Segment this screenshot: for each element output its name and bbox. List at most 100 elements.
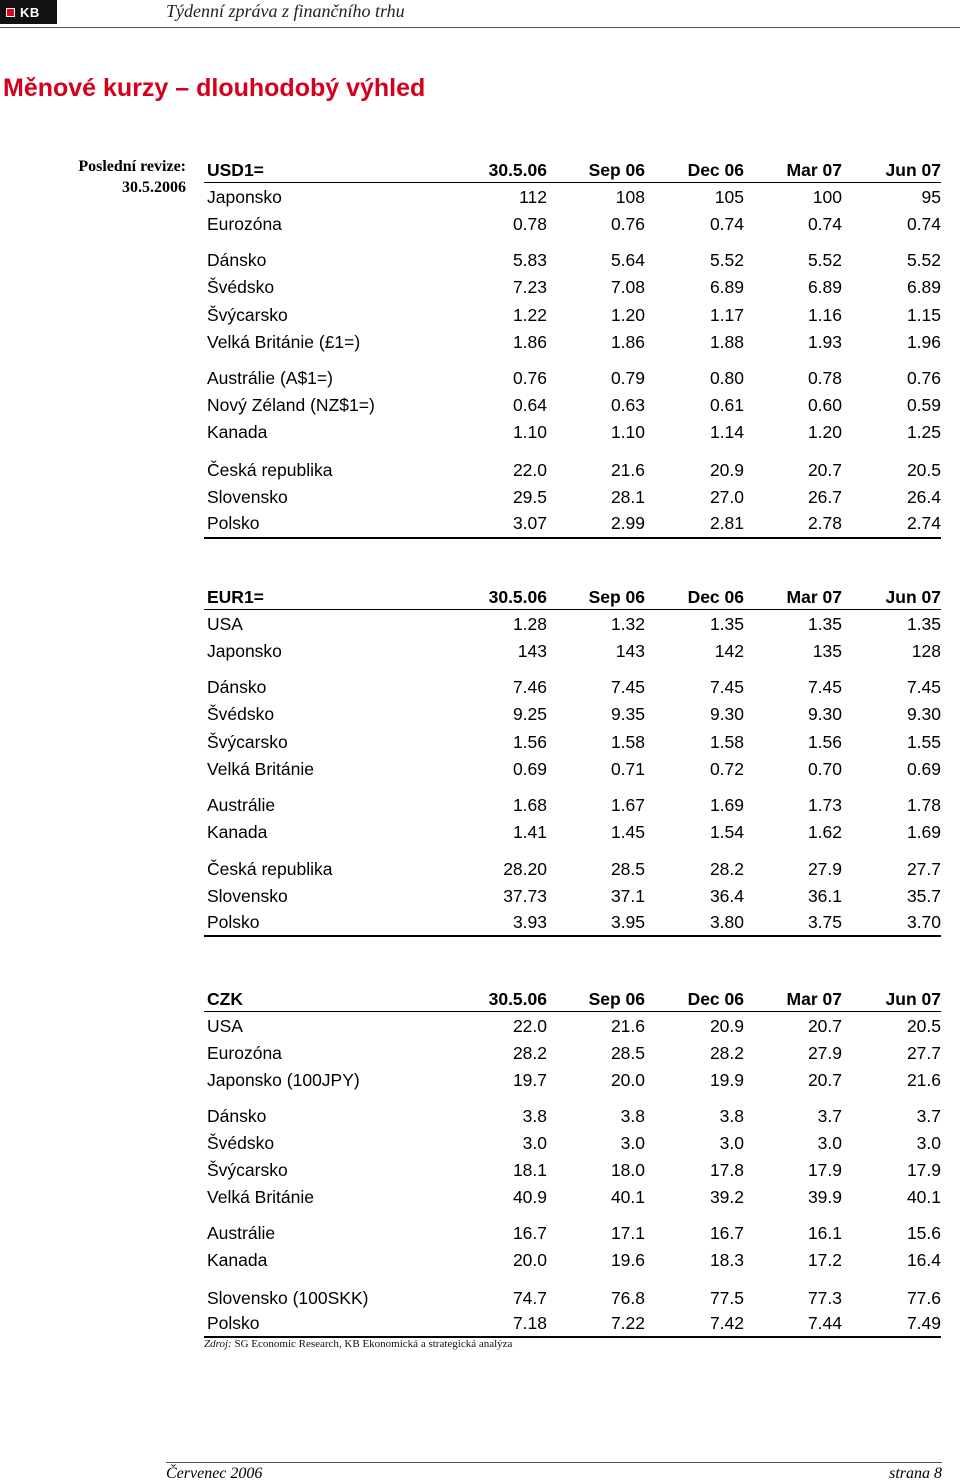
- table-row: Polsko 3.93 3.95 3.80 3.75 3.70: [204, 912, 941, 934]
- rate-cell: 143: [615, 641, 645, 661]
- row-label: Švédsko: [207, 1133, 275, 1153]
- rate-cell: 28.2: [512, 1043, 547, 1063]
- rate-cell: 22.0: [512, 1016, 547, 1036]
- rate-cell: 5.83: [512, 250, 547, 270]
- rate-cell: 100: [812, 187, 842, 207]
- rate-cell: 27.7: [906, 859, 941, 879]
- rate-cell: 26.4: [906, 487, 941, 507]
- rate-cell: 1.96: [906, 332, 941, 352]
- table-row: Eurozóna 0.78 0.76 0.74 0.74 0.74: [204, 214, 941, 236]
- rate-cell: 9.30: [807, 704, 842, 724]
- rate-cell: 105: [714, 187, 744, 207]
- rate-cell: 9.30: [906, 704, 941, 724]
- rate-cell: 0.74: [709, 214, 744, 234]
- footer-page-number: strana 8: [889, 1465, 942, 1482]
- rate-cell: 16.7: [512, 1223, 547, 1243]
- rate-cell: 1.35: [709, 614, 744, 634]
- header-title: Týdenní zpráva z finančního trhu: [166, 1, 405, 21]
- rate-cell: 35.7: [906, 886, 941, 906]
- rate-cell: 20.9: [709, 460, 744, 480]
- rate-cell: 3.7: [916, 1106, 941, 1126]
- rate-cell: 1.14: [709, 422, 744, 442]
- rate-cell: 28.1: [610, 487, 645, 507]
- rate-cell: 1.41: [512, 822, 547, 842]
- rate-cell: 7.08: [610, 277, 645, 297]
- rate-cell: 1.10: [512, 422, 547, 442]
- table-row: Japonsko 143 143 142 135 128: [204, 641, 941, 663]
- table-row: Polsko 7.18 7.22 7.42 7.44 7.49: [204, 1313, 941, 1335]
- rate-cell: 36.1: [807, 886, 842, 906]
- rate-cell: 18.0: [610, 1160, 645, 1180]
- rate-cell: 143: [517, 641, 547, 661]
- rate-cell: 17.2: [807, 1250, 842, 1270]
- rate-cell: 7.18: [512, 1313, 547, 1333]
- rate-cell: 77.5: [709, 1288, 744, 1308]
- rate-cell: 1.62: [807, 822, 842, 842]
- rate-cell: 7.42: [709, 1313, 744, 1333]
- column-header-date: 30.5.06: [488, 989, 547, 1009]
- rate-cell: 1.69: [906, 822, 941, 842]
- table-header-row: CZK 30.5.06 Sep 06 Dec 06 Mar 07 Jun 07: [204, 989, 941, 1012]
- rate-cell: 5.52: [906, 250, 941, 270]
- row-label: Velká Británie: [207, 1187, 315, 1207]
- rate-cell: 20.5: [906, 460, 941, 480]
- rate-cell: 1.67: [610, 795, 645, 815]
- row-label: Japonsko: [207, 187, 282, 207]
- rate-cell: 112: [519, 187, 547, 207]
- rate-cell: 1.25: [906, 422, 941, 442]
- rate-cell: 16.4: [906, 1250, 941, 1270]
- row-label: Velká Británie: [207, 759, 315, 779]
- rate-cell: 37.73: [503, 886, 547, 906]
- row-label: Austrálie: [207, 795, 276, 815]
- table-row: Slovensko 37.73 37.1 36.4 36.1 35.7: [204, 886, 941, 908]
- rate-cell: 1.69: [709, 795, 744, 815]
- rate-cell: 1.73: [807, 795, 842, 815]
- row-label: Kanada: [207, 822, 268, 842]
- rate-cell: 39.2: [709, 1187, 744, 1207]
- rate-cell: 1.86: [512, 332, 547, 352]
- table-row: Japonsko (100JPY) 19.7 20.0 19.9 20.7 21.6: [204, 1070, 941, 1092]
- rate-cell: 1.10: [610, 422, 645, 442]
- rate-cell: 28.20: [503, 859, 547, 879]
- rate-cell: 77.6: [906, 1288, 941, 1308]
- row-label: Polsko: [207, 912, 260, 932]
- rate-cell: 36.4: [709, 886, 744, 906]
- column-header-currency: CZK: [207, 989, 243, 1009]
- rate-cell: 6.89: [807, 277, 842, 297]
- rate-cell: 37.1: [610, 886, 645, 906]
- rate-cell: 1.78: [906, 795, 941, 815]
- rate-cell: 0.71: [610, 759, 645, 779]
- column-header-date: Mar 07: [786, 587, 842, 607]
- rate-cell: 21.6: [906, 1070, 941, 1090]
- rate-cell: 19.6: [610, 1250, 645, 1270]
- rate-cell: 2.74: [906, 513, 941, 533]
- table-row: Dánsko 7.46 7.45 7.45 7.45 7.45: [204, 677, 941, 699]
- row-label: Eurozóna: [207, 214, 282, 234]
- row-label: Dánsko: [207, 677, 267, 697]
- table-bottom-rule: [204, 935, 941, 937]
- rate-cell: 0.76: [906, 368, 941, 388]
- table-row: Kanada 20.0 19.6 18.3 17.2 16.4: [204, 1250, 941, 1272]
- rate-cell: 20.7: [807, 460, 842, 480]
- rate-cell: 0.74: [906, 214, 941, 234]
- rate-cell: 0.69: [906, 759, 941, 779]
- revision-label: Poslední revize:: [78, 158, 186, 175]
- rate-cell: 128: [911, 641, 941, 661]
- rate-cell: 1.93: [807, 332, 842, 352]
- rate-cell: 28.2: [709, 1043, 744, 1063]
- rate-cell: 0.69: [512, 759, 547, 779]
- rate-cell: 7.22: [610, 1313, 645, 1333]
- row-label: Slovensko: [207, 487, 288, 507]
- rate-cell: 27.7: [906, 1043, 941, 1063]
- rate-cell: 2.81: [709, 513, 744, 533]
- row-label: Švýcarsko: [207, 1160, 288, 1180]
- rate-cell: 1.20: [807, 422, 842, 442]
- rate-cell: 0.70: [807, 759, 842, 779]
- rate-cell: 3.0: [817, 1133, 842, 1153]
- page-title: Měnové kurzy – dlouhodobý výhled: [3, 74, 426, 102]
- rate-cell: 7.49: [906, 1313, 941, 1333]
- revision-date: 30.5.2006: [122, 179, 186, 196]
- table-row: Kanada 1.41 1.45 1.54 1.62 1.69: [204, 822, 941, 844]
- row-label: Nový Zéland (NZ$1=): [207, 395, 375, 415]
- rate-cell: 7.44: [807, 1313, 842, 1333]
